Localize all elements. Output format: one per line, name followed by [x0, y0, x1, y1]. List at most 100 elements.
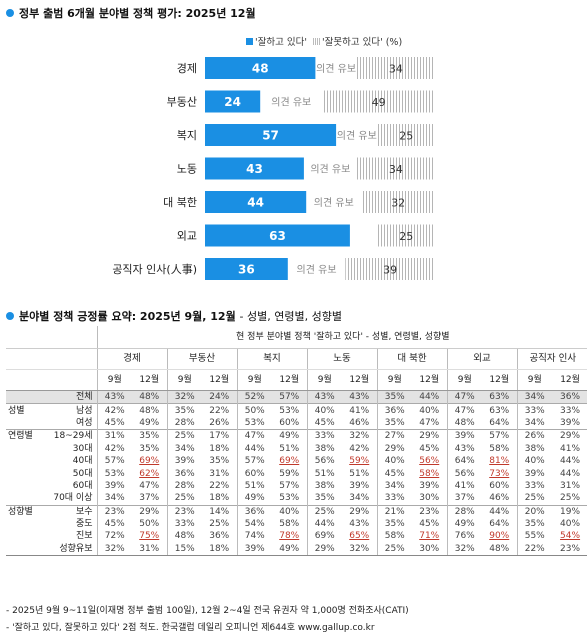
value-cell: 25%	[516, 492, 552, 506]
group-label: 성향별	[6, 504, 42, 518]
value-cell: 41%	[342, 403, 377, 417]
value-cell: 40%	[272, 504, 307, 518]
header-row-areas: 경제 부동산 복지 노동 대 북한 외교 공직자 인사	[6, 348, 587, 370]
value-cell: 44%	[412, 390, 447, 404]
value-cell: 47%	[446, 403, 482, 417]
value-cell: 35%	[376, 517, 412, 531]
value-cell: 37%	[139, 493, 160, 504]
subgroup-label: 40대	[72, 456, 93, 467]
value-cell: 56%	[419, 456, 440, 467]
value-cell: 75%	[139, 531, 160, 542]
category-label: 부동산	[167, 96, 197, 109]
value-cell: 25%	[306, 504, 342, 518]
table-row: 40대 57% 69% 39% 35% 57% 69% 56% 59% 40% 56% 64% 81% 4…	[6, 454, 587, 468]
value-cell: 39%	[560, 417, 581, 428]
bullet-dot-icon	[6, 9, 14, 17]
bar-positive-label: 63	[269, 229, 286, 243]
value-cell: 48%	[132, 390, 167, 404]
month-header: 9월	[96, 369, 132, 391]
footnote-1: - 2025년 9월 9~11일(이재명 정부 출범 100일), 12월 2~…	[6, 606, 409, 616]
header-row-super: 현 정부 분야별 정책 '잘하고 있다' - 성별, 연령별, 성향별	[6, 326, 587, 349]
value-cell: 33%	[516, 479, 552, 493]
month-header: 12월	[132, 369, 167, 391]
value-cell: 29%	[376, 442, 412, 455]
value-cell: 46%	[489, 493, 510, 504]
value-cell: 18%	[209, 493, 230, 504]
value-cell: 31%	[560, 480, 581, 491]
chart-title-text: 정부 출범 6개월 분야별 정책 평가: 2025년 12월	[19, 7, 256, 20]
value-cell: 60%	[279, 417, 300, 428]
month-header: 12월	[272, 369, 307, 391]
value-cell: 74%	[236, 530, 272, 543]
group-label	[6, 542, 42, 557]
table-row: 30대 42% 35% 34% 18% 44% 51% 38% 42% 29% 45% 43% 58% 3…	[6, 442, 587, 455]
month-header: 12월	[482, 369, 517, 391]
value-cell: 53%	[96, 467, 132, 480]
area-header: 외교	[446, 348, 517, 370]
value-cell: 36%	[209, 531, 230, 542]
bar-positive	[205, 157, 304, 180]
chart-title: 정부 출범 6개월 분야별 정책 평가: 2025년 12월	[6, 5, 256, 21]
subgroup-label: 남성	[42, 403, 97, 417]
value-cell: 34%	[376, 479, 412, 493]
month-header: 9월	[306, 369, 342, 391]
value-cell: 39%	[446, 429, 482, 443]
area-header: 부동산	[166, 348, 237, 370]
value-cell: 22%	[202, 403, 237, 417]
value-cell: 64%	[489, 417, 510, 428]
value-cell: 59%	[279, 468, 300, 479]
subgroup-label: 여성	[75, 417, 93, 428]
bar-negative-label: 32	[391, 197, 405, 210]
value-cell: 49%	[236, 492, 272, 506]
bar-positive	[205, 124, 337, 146]
value-cell: 27%	[376, 429, 412, 443]
value-cell: 57%	[272, 390, 307, 404]
super-header: 현 정부 분야별 정책 '잘하고 있다' - 성별, 연령별, 성향별	[96, 326, 587, 349]
opinion-reserved-label: 의견 유보	[337, 130, 377, 142]
value-cell: 42%	[96, 403, 132, 417]
subgroup-label: 70대 이상	[53, 493, 93, 504]
value-cell: 57%	[482, 429, 517, 443]
value-cell: 76%	[446, 530, 482, 543]
bar-negative-label: 39	[383, 264, 397, 277]
bar-negative	[322, 90, 435, 113]
area-header: 노동	[306, 348, 377, 370]
value-cell: 40%	[516, 454, 552, 468]
value-cell: 45%	[376, 467, 412, 480]
value-cell: 46%	[349, 417, 370, 428]
subgroup-label: 보수	[42, 504, 97, 518]
value-cell: 69%	[139, 456, 160, 467]
value-cell: 23%	[96, 504, 132, 518]
value-cell: 51%	[236, 479, 272, 493]
group-label	[6, 492, 42, 505]
value-cell: 36%	[552, 390, 587, 404]
legend-positive-swatch	[246, 38, 253, 45]
legend-unit: (%)	[385, 37, 403, 48]
value-cell: 19%	[552, 504, 587, 518]
value-cell: 81%	[489, 456, 510, 467]
value-cell: 73%	[489, 468, 510, 479]
value-cell: 40%	[412, 403, 447, 417]
value-cell: 26%	[209, 417, 230, 428]
table-subtitle: - 성별, 연령별, 성향별	[239, 310, 342, 323]
value-cell: 57%	[236, 454, 272, 468]
value-cell: 35%	[376, 390, 412, 404]
value-cell: 29%	[342, 504, 377, 518]
value-cell: 25%	[209, 519, 230, 530]
subgroup-label: 50대	[72, 468, 93, 479]
category-label: 대 북한	[163, 196, 197, 209]
value-cell: 45%	[96, 416, 132, 430]
value-cell: 39%	[236, 542, 272, 557]
subgroup-label: 성향유보	[42, 542, 97, 557]
value-cell: 29%	[132, 504, 167, 518]
month-header: 9월	[516, 369, 552, 391]
value-cell: 32%	[342, 542, 377, 557]
value-cell: 72%	[96, 530, 132, 543]
month-header: 9월	[446, 369, 482, 391]
value-cell: 42%	[349, 443, 370, 454]
value-cell: 49%	[272, 429, 307, 443]
value-cell: 49%	[446, 517, 482, 531]
value-cell: 32%	[342, 429, 377, 443]
value-cell: 39%	[419, 480, 440, 491]
value-cell: 26%	[516, 429, 552, 443]
